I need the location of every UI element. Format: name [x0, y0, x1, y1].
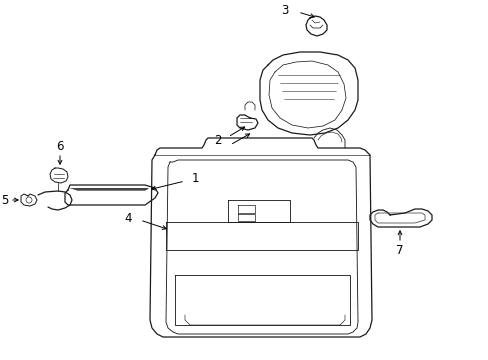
Text: 3: 3 [281, 4, 288, 17]
Text: 5: 5 [1, 194, 9, 207]
Text: 4: 4 [124, 212, 131, 225]
Text: 2: 2 [214, 134, 221, 147]
Text: 6: 6 [56, 140, 63, 153]
Text: 7: 7 [395, 243, 403, 256]
Text: 1: 1 [191, 171, 198, 185]
